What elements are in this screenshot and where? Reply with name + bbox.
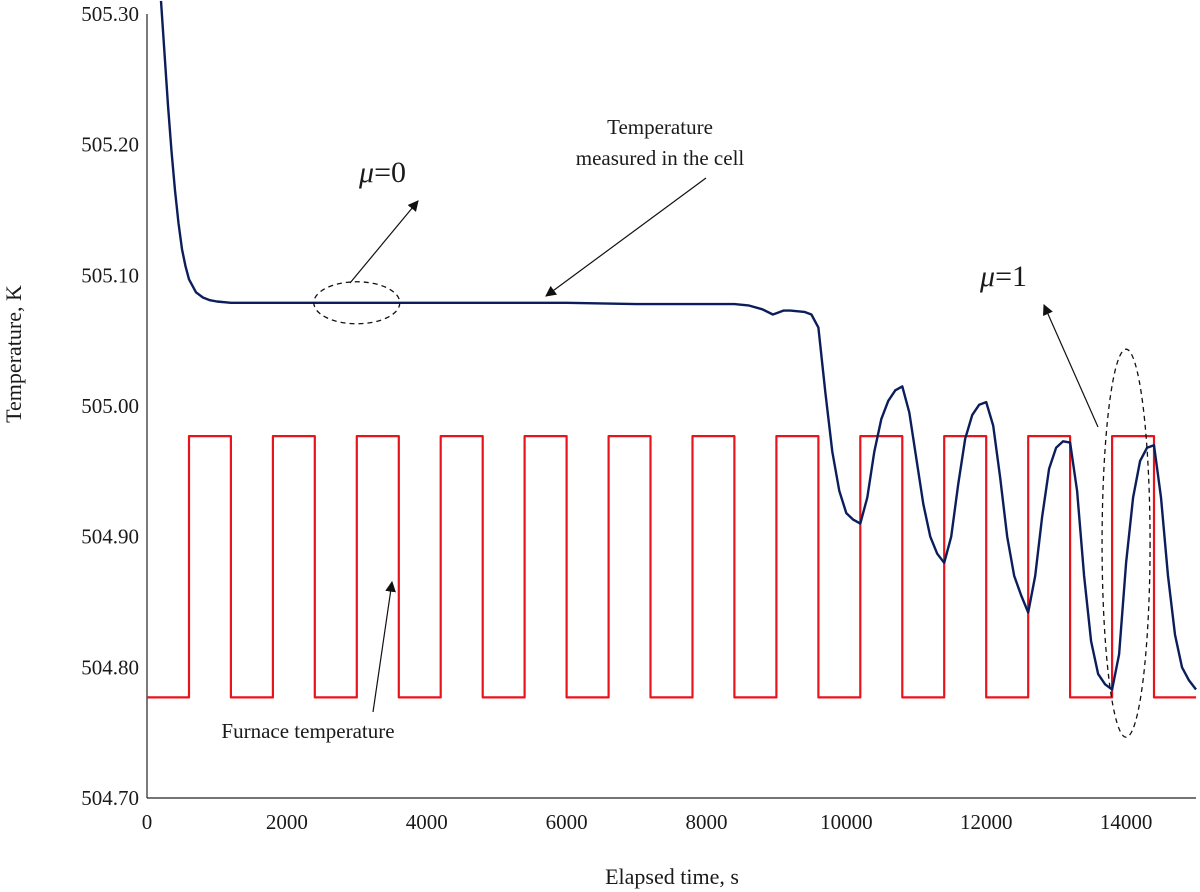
y-tick-label: 504.70	[81, 786, 139, 810]
mu0-ellipse	[313, 281, 401, 325]
y-tick-label: 505.00	[81, 394, 139, 418]
x-tick-label: 6000	[546, 810, 588, 834]
y-tick-label: 504.80	[81, 655, 139, 679]
x-tick-label: 14000	[1100, 810, 1153, 834]
mu1-ellipse	[1101, 348, 1151, 738]
mu1-label: μ=1	[979, 260, 1027, 293]
plot-area: 504.70 504.80 504.90 505.00 505.10 505.20 505.…	[81, 0, 1197, 834]
series-layer	[147, 0, 1197, 699]
annotation-mu1: μ=1	[979, 260, 1151, 738]
x-tick-label: 10000	[820, 810, 873, 834]
x-tick-label: 12000	[960, 810, 1013, 834]
annotation-cell-temperature: Temperature measured in the cell	[545, 115, 745, 297]
y-axis-ticks: 504.70 504.80 504.90 505.00 505.10 505.20 505.…	[81, 2, 139, 810]
x-tick-label: 2000	[266, 810, 308, 834]
y-tick-label: 504.90	[81, 525, 139, 549]
furnace-temperature-label: Furnace temperature	[221, 719, 394, 743]
y-tick-label: 505.10	[81, 263, 139, 287]
x-tick-label: 8000	[685, 810, 727, 834]
x-tick-label: 0	[142, 810, 153, 834]
mu0-arrow	[349, 200, 419, 284]
y-axis-title: Temperature, K	[1, 285, 26, 423]
cell-temperature-label: Temperature measured in the cell	[576, 115, 745, 170]
cell-temperature-arrow	[545, 177, 707, 297]
mu1-arrow	[1042, 304, 1099, 428]
x-axis-title: Elapsed time, s	[605, 864, 739, 889]
y-tick-label: 505.30	[81, 2, 139, 26]
annotation-furnace-temperature: Furnace temperature	[221, 580, 396, 743]
series-line-cell-temperature	[159, 0, 1197, 691]
x-axis-ticks: 0 2000 4000 6000 8000 10000 12000 14000	[142, 810, 1153, 834]
x-tick-label: 4000	[406, 810, 448, 834]
mu0-label: μ=0	[358, 156, 406, 189]
furnace-temperature-arrow	[372, 580, 396, 713]
series-line-furnace-temperature	[147, 435, 1196, 699]
annotation-mu0: μ=0	[313, 156, 419, 325]
y-tick-label: 505.20	[81, 133, 139, 157]
